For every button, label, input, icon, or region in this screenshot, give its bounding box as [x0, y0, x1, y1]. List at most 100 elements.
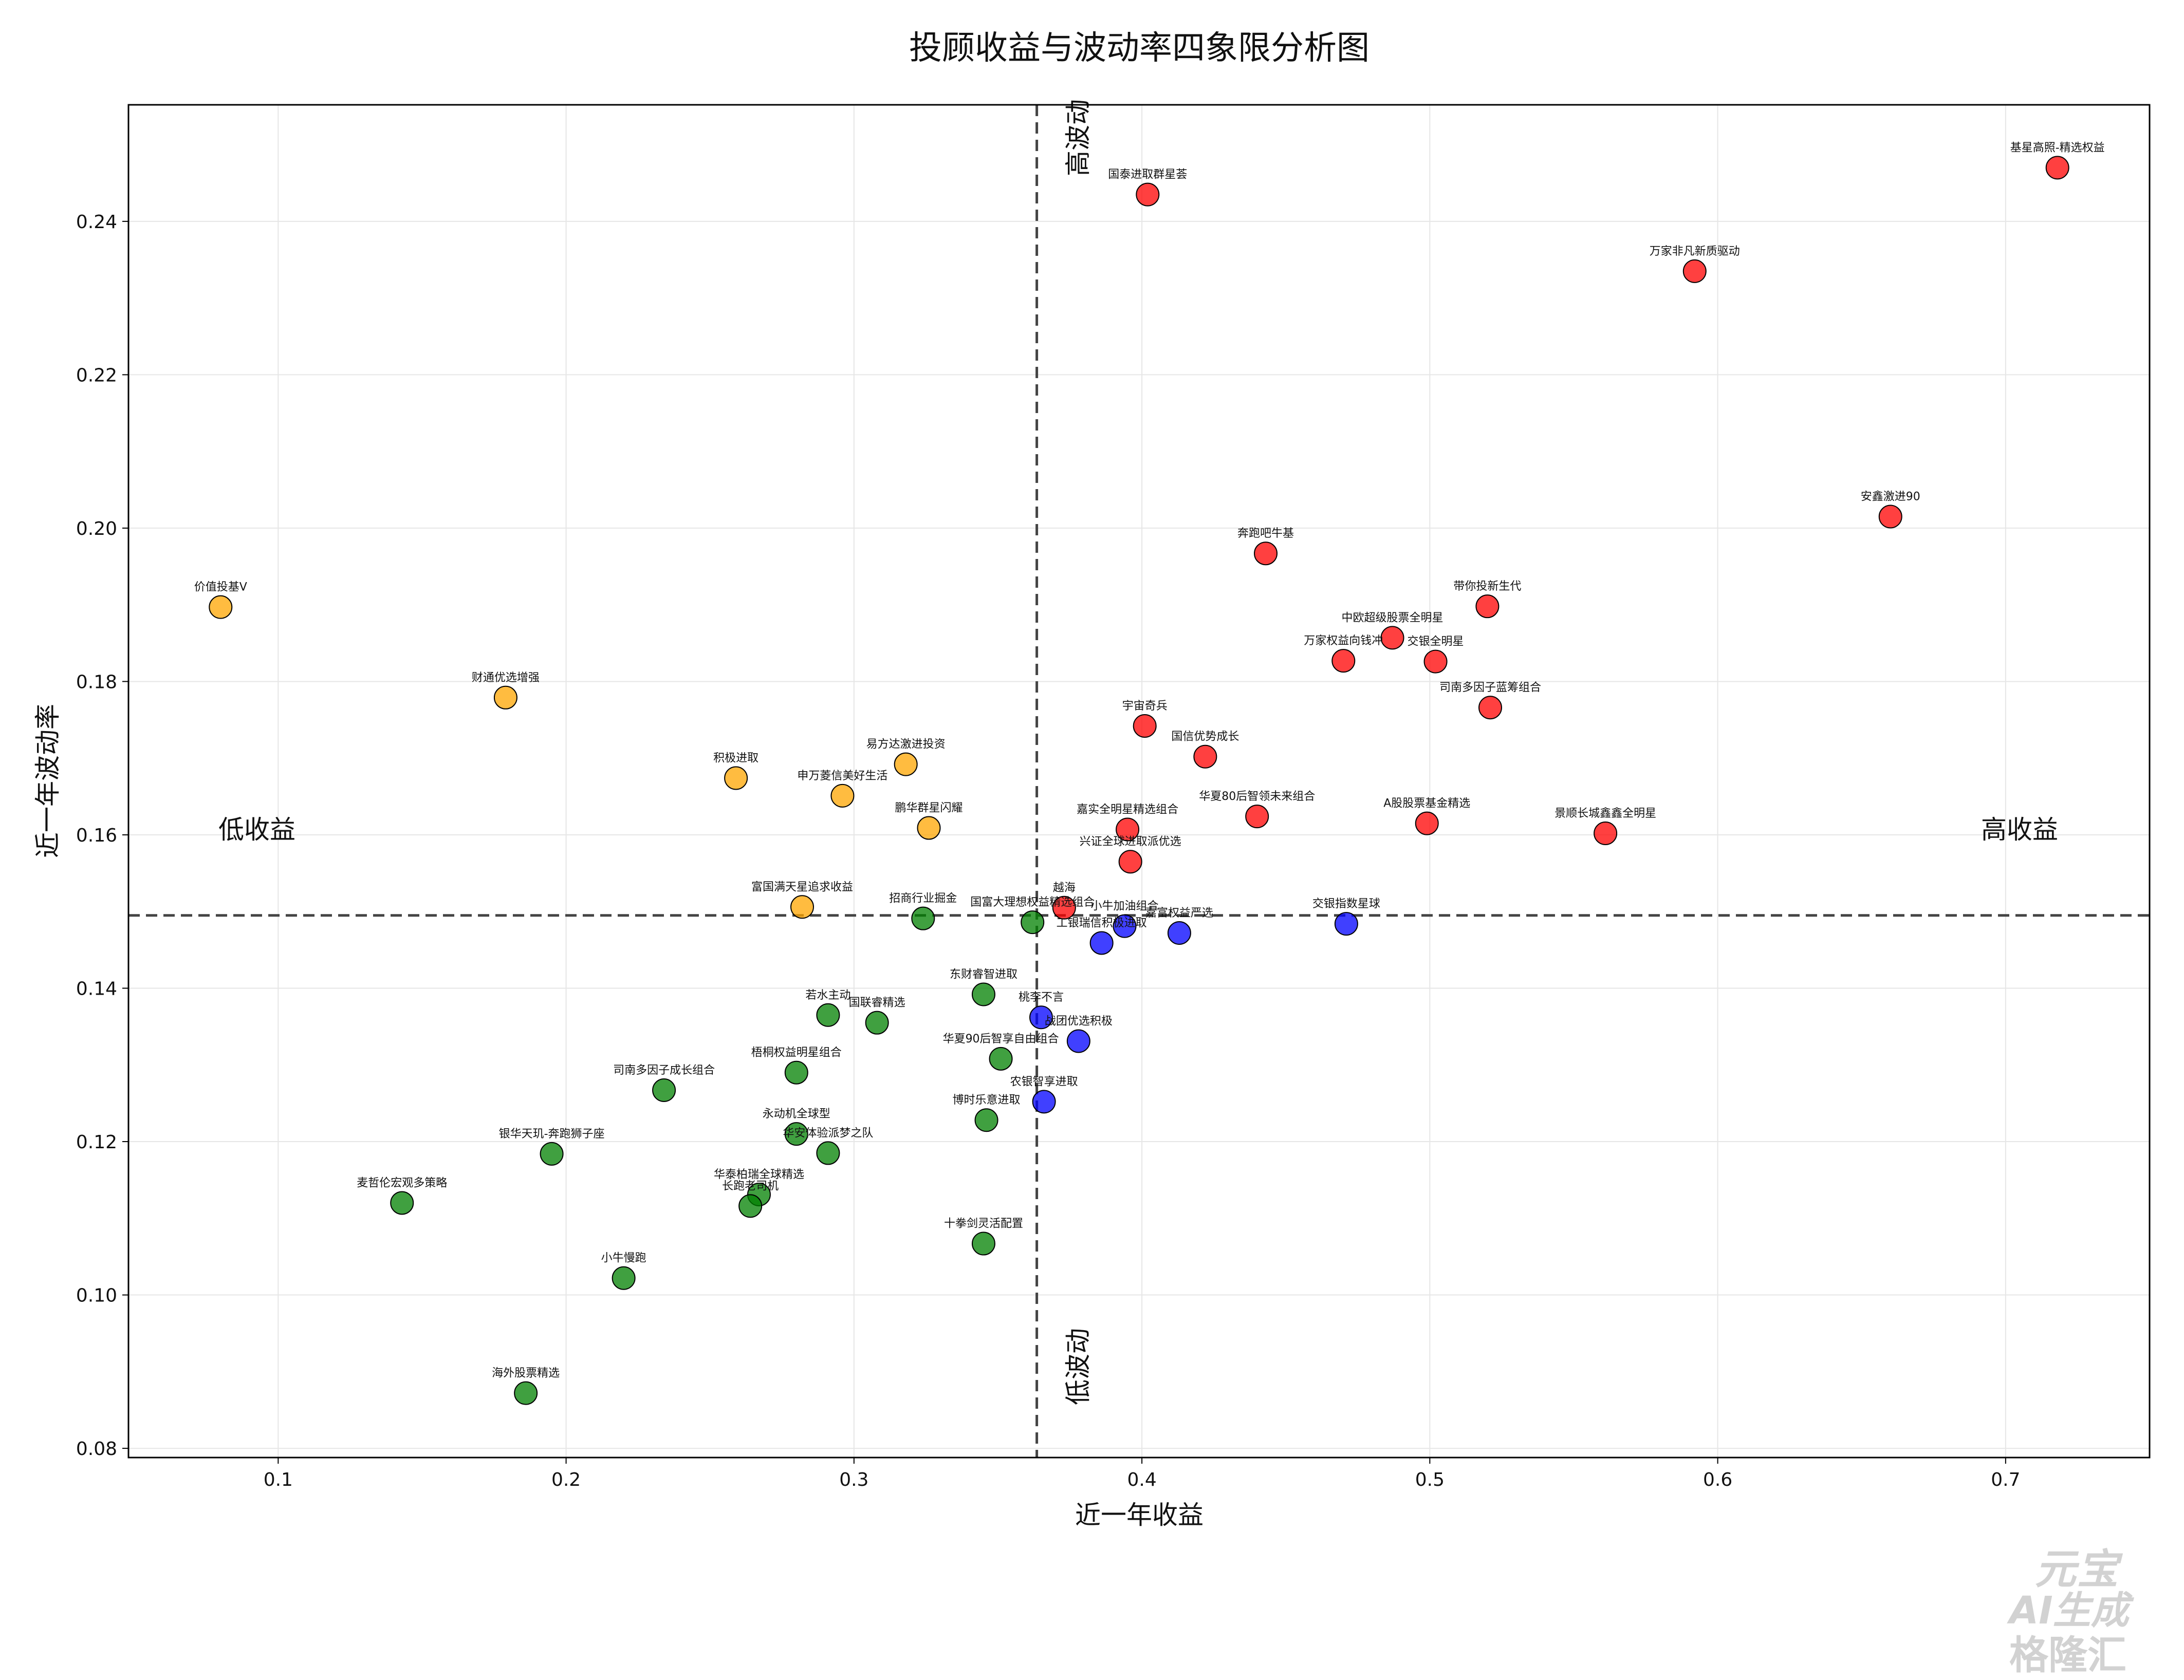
y-tick-label: 0.10: [76, 1285, 117, 1306]
data-point: [1133, 714, 1157, 738]
data-point: [974, 1108, 998, 1132]
data-point-label: 国联睿精选: [849, 997, 905, 1010]
data-point-label: 交银全明星: [1408, 636, 1464, 648]
y-tick-label: 0.18: [76, 671, 117, 693]
data-point-label: 华夏80后智领未来组合: [1199, 790, 1315, 803]
data-point-label: 越海: [1053, 882, 1076, 894]
data-point-label: 鹏华群星闪耀: [895, 802, 963, 815]
y-tick-label: 0.22: [76, 365, 117, 386]
data-point: [1136, 182, 1160, 207]
data-point: [894, 752, 918, 776]
data-point-label: 财通优选增强: [472, 671, 540, 684]
data-point-label: 工银瑞信积极进取: [1057, 917, 1147, 929]
data-point-label: 易方达激进投资: [866, 738, 946, 751]
data-point-label: 带你投新生代: [1453, 580, 1521, 593]
data-point: [1193, 744, 1217, 769]
data-point-label: 梧桐权益明星组合: [751, 1047, 842, 1059]
data-point-label: 中欧超级股票全明星: [1342, 611, 1443, 624]
y-tick-label: 0.08: [76, 1439, 117, 1460]
data-point-label: 长跑老司机: [722, 1180, 779, 1192]
data-point-label: 小牛加油组合: [1090, 900, 1158, 913]
data-point-label: 司南多因子成长组合: [613, 1064, 715, 1077]
data-point: [540, 1142, 564, 1166]
data-point: [911, 906, 935, 930]
data-point: [724, 766, 748, 790]
data-point-label: 景顺长城鑫鑫全明星: [1554, 807, 1656, 820]
y-tick-label: 0.20: [76, 518, 117, 539]
data-point-label: 万家权益向钱冲: [1304, 634, 1383, 647]
x-tick-label: 0.2: [551, 1469, 581, 1490]
data-point: [865, 1011, 889, 1035]
data-point-label: 宇宙奇兵: [1122, 700, 1168, 713]
data-point-label: 银华天玑-奔跑狮子座: [499, 1128, 605, 1141]
data-point-label: 永动机全球型: [763, 1108, 830, 1121]
data-point-label: 麦哲伦宏观多策略: [357, 1177, 447, 1189]
data-point: [738, 1194, 763, 1218]
watermark-line3: 格隆汇: [2009, 1632, 2126, 1678]
data-point: [1334, 912, 1358, 936]
data-point: [514, 1381, 538, 1405]
y-tick-label: 0.14: [76, 979, 117, 1000]
data-point: [2045, 156, 2069, 180]
data-point: [1878, 505, 1902, 529]
data-point-label: 国富大理想权益精选组合: [970, 896, 1095, 909]
x-axis-label: 近一年收益: [1075, 1500, 1204, 1530]
data-point-label: 海外股票精选: [492, 1367, 560, 1380]
data-point: [1052, 895, 1076, 920]
data-point: [1415, 811, 1439, 835]
y-axis-label: 近一年波动率: [33, 704, 63, 858]
x-tick-label: 0.4: [1127, 1469, 1156, 1490]
data-point-label: 农银智享进取: [1010, 1075, 1078, 1088]
axis-ticks: 0.1 0.2 0.3 0.4 0.5 0.6 0.7 0.08 0.10 0.12 0.14 0.1…: [76, 212, 2021, 1490]
data-point: [1116, 817, 1140, 842]
data-point: [1118, 850, 1142, 874]
data-point: [1245, 805, 1269, 829]
data-point: [1380, 626, 1404, 650]
data-point: [784, 1060, 808, 1085]
watermark-line1: 元宝: [2035, 1545, 2119, 1593]
data-point: [1331, 649, 1356, 673]
grid-lines: [128, 105, 2150, 1458]
data-point-label: 小牛慢跑: [601, 1252, 646, 1265]
data-point-label: 华安体验派梦之队: [783, 1127, 873, 1140]
data-point-label: 华泰柏瑞全球精选: [714, 1168, 804, 1181]
reference-lines: [128, 105, 2150, 1458]
data-point-label: 奔跑吧牛基: [1237, 527, 1294, 540]
x-tick-label: 0.7: [1991, 1469, 2020, 1490]
data-point-label: 东财睿智进取: [950, 968, 1017, 981]
data-point-label: 战团优选积极: [1045, 1015, 1113, 1028]
data-point: [790, 895, 814, 919]
data-point-label: 申万菱信美好生活: [797, 770, 887, 782]
data-point-label: 博时乐意进取: [953, 1094, 1021, 1107]
data-point-label: 桃李不言: [1019, 991, 1064, 1004]
data-point: [1475, 594, 1500, 619]
data-point: [816, 1003, 840, 1027]
quadrant-label-top: 高波动: [1063, 99, 1093, 176]
data-point-label: 国泰进取群星荟: [1108, 169, 1187, 181]
data-point: [1029, 1005, 1053, 1030]
data-point-label: 安鑫激进90: [1861, 491, 1920, 503]
data-point: [1032, 1090, 1056, 1114]
data-point: [1594, 821, 1618, 845]
data-point-label: 嘉富权益严选: [1145, 907, 1213, 920]
quadrant-label-right: 高收益: [1981, 815, 2058, 845]
data-point-label: 十拳剑灵活配置: [944, 1218, 1023, 1230]
data-point-label: 万家非凡新质驱动: [1650, 245, 1740, 258]
data-point: [209, 595, 233, 619]
quadrant-label-bottom: 低波动: [1063, 1328, 1093, 1405]
data-point: [989, 1047, 1013, 1071]
data-point-label: 国信优势成长: [1171, 731, 1239, 743]
quadrant-label-left: 低收益: [218, 815, 295, 845]
data-point-label: 若水主动: [805, 989, 850, 1002]
data-point: [652, 1078, 676, 1103]
y-tick-label: 0.12: [76, 1132, 117, 1153]
data-point-label: 嘉实全明星精选组合: [1077, 804, 1178, 816]
data-point: [1167, 921, 1191, 945]
x-tick-label: 0.6: [1703, 1469, 1732, 1490]
data-points: [209, 156, 2069, 1405]
data-point-label: 基星高照-精选权益: [2010, 141, 2105, 154]
data-point: [1066, 1029, 1090, 1053]
